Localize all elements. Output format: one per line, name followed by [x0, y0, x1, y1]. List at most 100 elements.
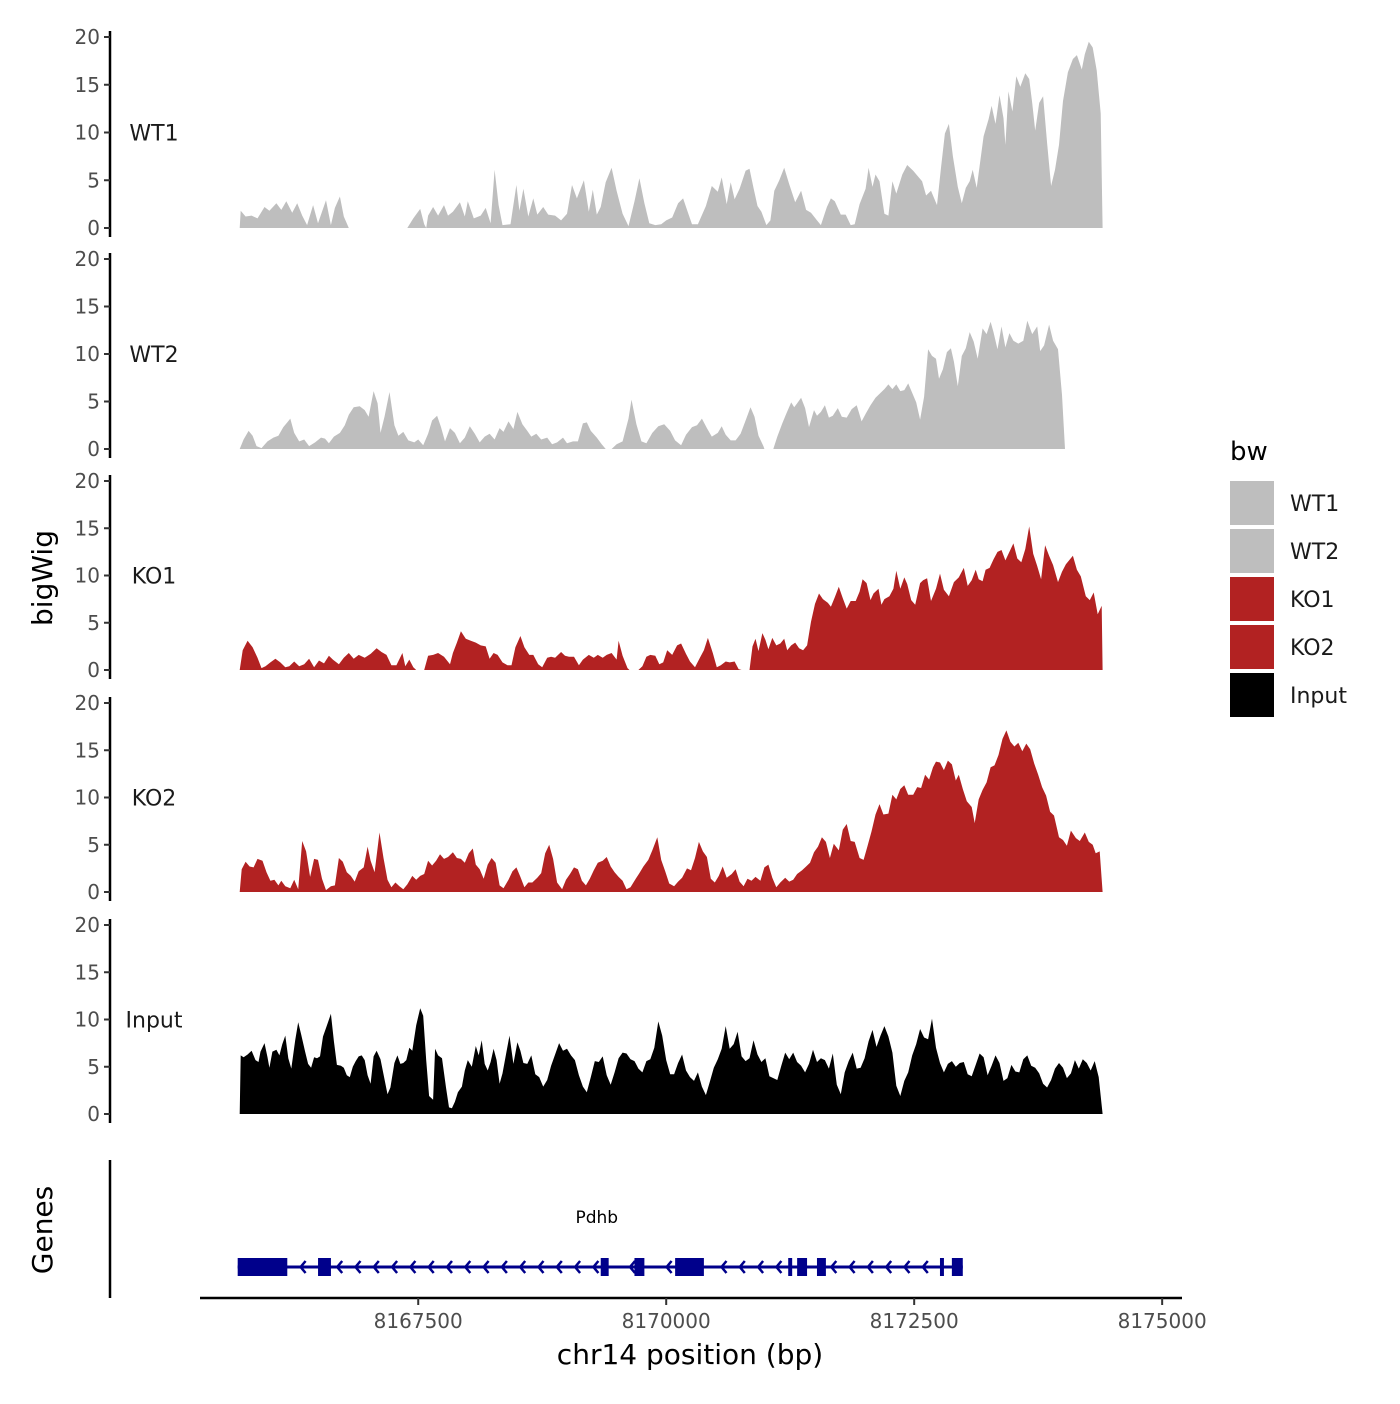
strand-arrow — [884, 1260, 893, 1274]
legend-label-ko1: KO1 — [1290, 588, 1335, 613]
strand-arrow — [738, 1260, 746, 1274]
gene-exon — [675, 1258, 704, 1276]
strand-arrow — [774, 1260, 783, 1274]
coverage-area-ko2 — [239, 730, 1103, 892]
strand-arrow — [921, 1260, 929, 1274]
strand-arrow — [756, 1260, 765, 1274]
y-tick-label: 5 — [87, 1055, 100, 1079]
legend-key-ko2 — [1230, 625, 1274, 669]
gene-pdhb: Pdhb — [237, 1208, 963, 1276]
y-tick-label: 10 — [75, 342, 100, 366]
y-tick-label: 10 — [75, 1008, 100, 1032]
y-axis-title: bigWig — [26, 530, 59, 626]
y-tick-label: 5 — [87, 833, 100, 857]
strand-arrow — [829, 1260, 838, 1274]
legend-key-ko1 — [1230, 577, 1274, 621]
gene-exon — [600, 1258, 609, 1276]
strand-arrow — [555, 1260, 563, 1274]
legend-key-wt1 — [1230, 481, 1274, 525]
legend-label-wt2: WT2 — [1290, 540, 1339, 565]
y-tick-label: 15 — [75, 960, 100, 984]
legend-label-input: Input — [1290, 684, 1347, 709]
genes-track-title: Genes — [26, 1186, 59, 1274]
y-tick-label: 20 — [75, 247, 100, 271]
y-tick-label: 5 — [87, 611, 100, 635]
strand-arrow — [408, 1260, 417, 1274]
bigwig-panels: 0 5 10 15 20 WT1 0 5 10 15 20 WT2 0 5 10 15 20 KO1 0 5 10 15 2… — [75, 25, 1103, 1126]
strand-arrow — [463, 1260, 472, 1274]
y-tick-label: 5 — [87, 390, 100, 414]
strand-arrow — [573, 1260, 582, 1274]
coverage-area-input — [239, 1008, 1103, 1114]
gene-exon — [816, 1258, 826, 1276]
gene-exon — [797, 1258, 808, 1276]
panel-label-wt1: WT1 — [129, 122, 178, 147]
strand-arrow — [445, 1260, 453, 1274]
strand-arrow — [628, 1260, 636, 1274]
strand-arrow — [518, 1260, 527, 1274]
x-tick-label: 8167500 — [374, 1309, 463, 1333]
y-tick-label: 15 — [75, 738, 100, 762]
y-tick-label: 20 — [75, 691, 100, 715]
strand-arrow — [390, 1260, 399, 1274]
gene-exon — [634, 1258, 645, 1276]
strand-arrow — [427, 1260, 435, 1274]
x-axis: 8167500 8170000 8172500 8175000 — [200, 1296, 1207, 1333]
track-panel-wt1: 0 5 10 15 20 WT1 — [75, 25, 1103, 240]
strand-arrow — [902, 1260, 911, 1274]
legend-title: bw — [1230, 437, 1268, 467]
strand-arrow — [719, 1260, 728, 1274]
gene-exon — [318, 1258, 331, 1276]
y-tick-label: 20 — [75, 25, 100, 49]
coverage-area-wt1 — [239, 41, 1103, 228]
y-tick-label: 0 — [87, 880, 100, 904]
legend-key-input — [1230, 673, 1274, 717]
strand-arrow — [372, 1260, 380, 1274]
strand-arrow — [500, 1260, 508, 1274]
legend: bw WT1 WT2 KO1 KO2 Input — [1230, 437, 1347, 717]
track-panel-input: 0 5 10 15 20 Input — [75, 913, 1103, 1126]
gene-name-label: Pdhb — [575, 1208, 618, 1228]
strand-arrow — [664, 1260, 673, 1274]
x-tick-label: 8175000 — [1118, 1309, 1207, 1333]
x-axis-title: chr14 position (bp) — [557, 1338, 823, 1371]
gene-exon — [237, 1258, 288, 1276]
y-tick-label: 20 — [75, 913, 100, 937]
panel-label-wt2: WT2 — [129, 343, 178, 368]
strand-arrow — [353, 1260, 362, 1274]
y-tick-label: 10 — [75, 786, 100, 810]
panel-label-ko2: KO2 — [132, 787, 177, 812]
legend-label-ko2: KO2 — [1290, 636, 1335, 661]
y-tick-label: 0 — [87, 216, 100, 240]
legend-key-wt2 — [1230, 529, 1274, 573]
strand-arrow — [866, 1260, 874, 1274]
coverage-area-ko1 — [239, 526, 1103, 670]
strand-arrow — [481, 1260, 490, 1274]
strand-arrow — [298, 1260, 307, 1274]
panel-label-ko1: KO1 — [132, 565, 177, 590]
track-panel-wt2: 0 5 10 15 20 WT2 — [75, 247, 1065, 461]
y-tick-label: 10 — [75, 564, 100, 588]
strand-arrow — [536, 1260, 545, 1274]
x-tick-label: 8170000 — [622, 1309, 711, 1333]
y-tick-label: 15 — [75, 516, 100, 540]
strand-arrow — [847, 1260, 856, 1274]
y-tick-label: 0 — [87, 1102, 100, 1126]
y-tick-label: 0 — [87, 658, 100, 682]
strand-arrow — [335, 1260, 344, 1274]
track-panel-ko1: 0 5 10 15 20 KO1 — [75, 469, 1103, 682]
y-tick-label: 10 — [75, 121, 100, 145]
panel-label-input: Input — [126, 1009, 183, 1034]
y-tick-label: 15 — [75, 295, 100, 319]
y-tick-label: 20 — [75, 469, 100, 493]
y-tick-label: 15 — [75, 73, 100, 97]
y-tick-label: 0 — [87, 437, 100, 461]
legend-label-wt1: WT1 — [1290, 492, 1339, 517]
gene-exon — [788, 1258, 793, 1276]
gene-exon — [951, 1258, 963, 1276]
coverage-area-wt2 — [239, 320, 1065, 449]
genes-track: Pdhb — [108, 1160, 963, 1298]
gene-exon — [939, 1258, 944, 1276]
